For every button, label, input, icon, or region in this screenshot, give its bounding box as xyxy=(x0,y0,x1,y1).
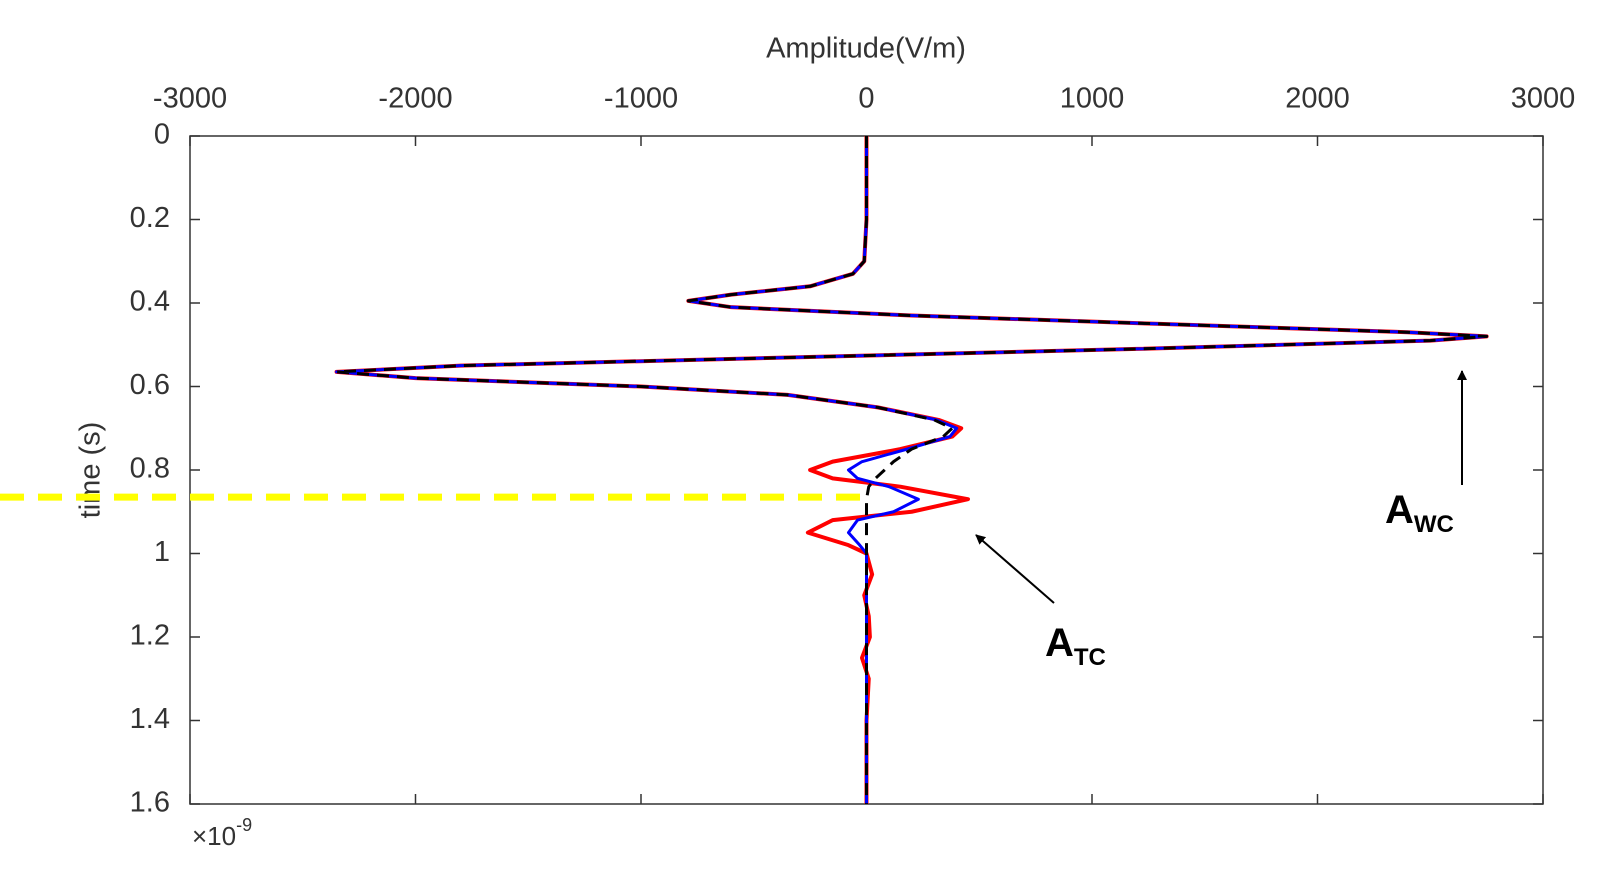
x-tick-label: 3000 xyxy=(1511,83,1576,115)
series-line xyxy=(335,136,1489,804)
y-axis-title: time (s) xyxy=(75,422,107,519)
y-tick-label: 0.2 xyxy=(130,202,170,234)
y-tick-label: 0.4 xyxy=(130,286,170,318)
annotation-sub: TC xyxy=(1074,644,1106,671)
y-tick-label: 1.4 xyxy=(130,703,170,735)
annotation-main: A xyxy=(1385,488,1414,532)
annotation: ATC xyxy=(1045,621,1106,672)
x-tick-label: -2000 xyxy=(378,83,452,115)
y-multiplier: ×10-9 xyxy=(192,815,252,851)
y-tick-label: 1 xyxy=(154,536,170,568)
x-tick-label: -1000 xyxy=(604,83,678,115)
annotation-main: A xyxy=(1045,621,1074,665)
x-tick-label: -3000 xyxy=(153,83,227,115)
x-tick-label: 2000 xyxy=(1285,83,1350,115)
y-tick-label: 0.8 xyxy=(130,453,170,485)
y-tick-label: 1.6 xyxy=(130,787,170,819)
x-tick-label: 1000 xyxy=(1060,83,1125,115)
series-line xyxy=(335,136,1489,804)
y-tick-label: 1.2 xyxy=(130,620,170,652)
multiplier-exponent: -9 xyxy=(236,815,252,835)
x-axis-title: Amplitude(V/m) xyxy=(766,33,966,65)
y-tick-label: 0.6 xyxy=(130,369,170,401)
annotation: AWC xyxy=(1385,488,1454,539)
multiplier-base: ×10 xyxy=(192,821,236,851)
series-line xyxy=(334,136,1489,804)
y-tick-label: 0 xyxy=(154,119,170,151)
annotation-arrow xyxy=(975,534,1055,604)
annotation-sub: WC xyxy=(1414,511,1454,538)
x-tick-label: 0 xyxy=(858,83,874,115)
